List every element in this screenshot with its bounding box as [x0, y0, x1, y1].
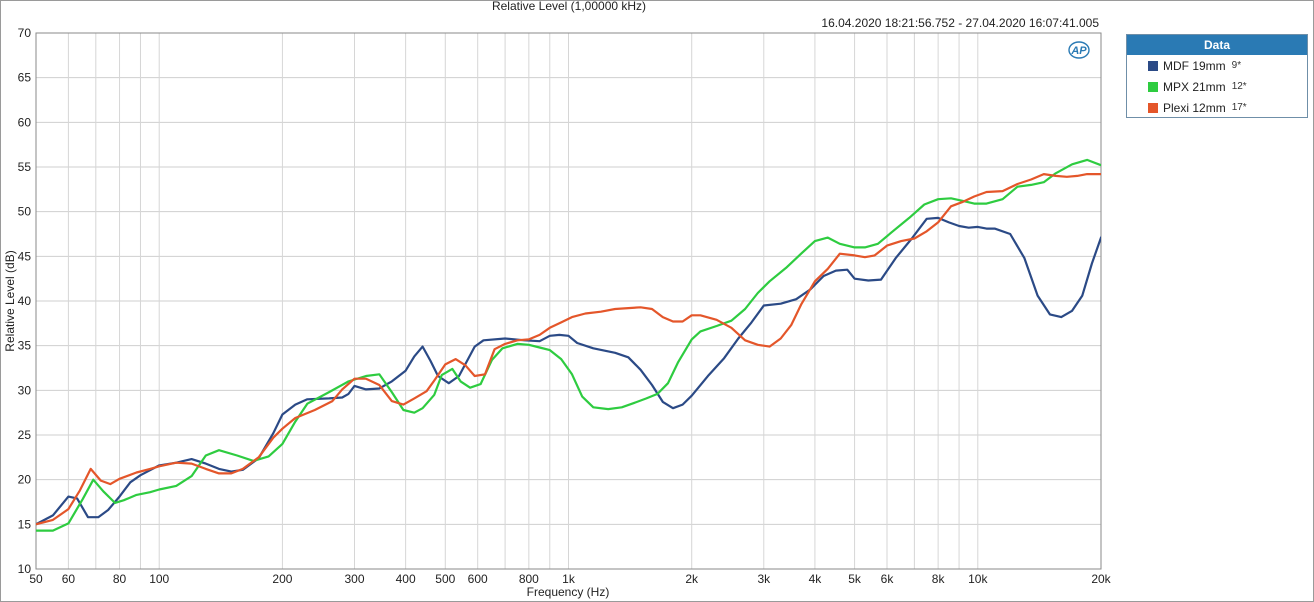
ap-logo-icon: AP	[1068, 41, 1090, 59]
x-tick-label: 1k	[562, 572, 576, 586]
y-tick-label: 50	[18, 205, 32, 219]
x-tick-label: 8k	[932, 572, 946, 586]
x-tick-label: 5k	[848, 572, 862, 586]
y-tick-label: 35	[18, 339, 32, 353]
svg-text:AP: AP	[1070, 45, 1087, 57]
x-tick-label: 500	[435, 572, 455, 586]
x-tick-label: 400	[396, 572, 416, 586]
chart-title: Relative Level (1,00000 kHz)	[492, 0, 646, 13]
y-tick-label: 30	[18, 383, 32, 397]
legend-title: Data	[1127, 35, 1307, 55]
y-tick-label: 40	[18, 294, 32, 308]
legend-label-mpx: MPX 21mm	[1163, 79, 1226, 94]
legend-item-mdf[interactable]: MDF 19mm 9*	[1127, 55, 1307, 76]
legend-suffix-plexi: 17*	[1231, 102, 1247, 113]
legend-label-plexi: Plexi 12mm	[1163, 100, 1226, 115]
series-line-1	[36, 216, 1101, 526]
grid	[35, 32, 1102, 570]
x-tick-label: 3k	[757, 572, 771, 586]
series-lines	[36, 158, 1101, 532]
x-tick-label: 4k	[809, 572, 823, 586]
y-tick-label: 10	[18, 562, 32, 576]
x-tick-label: 300	[344, 572, 364, 586]
x-tick-label: 60	[62, 572, 76, 586]
y-tick-labels: 10 15 20 25 30 35 40 45 50 55 60 65 70	[18, 26, 32, 576]
y-tick-label: 55	[18, 160, 32, 174]
legend-label-mdf: MDF 19mm	[1163, 58, 1226, 73]
legend-suffix-mpx: 12*	[1231, 81, 1247, 92]
x-tick-label: 6k	[881, 572, 895, 586]
x-tick-label: 2k	[685, 572, 699, 586]
x-tick-label: 80	[113, 572, 127, 586]
y-tick-label: 20	[18, 473, 32, 487]
x-axis-title: Frequency (Hz)	[527, 585, 610, 599]
x-tick-label: 600	[468, 572, 488, 586]
x-tick-label: 50	[29, 572, 43, 586]
y-tick-label: 45	[18, 249, 32, 263]
y-tick-label: 15	[18, 517, 32, 531]
y-tick-label: 70	[18, 26, 32, 40]
legend-item-mpx[interactable]: MPX 21mm 12*	[1127, 76, 1307, 97]
y-axis-title: Relative Level (dB)	[3, 250, 17, 351]
x-tick-label: 800	[519, 572, 539, 586]
legend-item-plexi[interactable]: Plexi 12mm 17*	[1127, 97, 1307, 118]
series-line-3	[36, 173, 1101, 526]
y-tick-label: 60	[18, 115, 32, 129]
x-tick-label: 100	[149, 572, 169, 586]
y-tick-label: 65	[18, 71, 32, 85]
legend-swatch-mpx	[1148, 81, 1158, 92]
legend-swatch-plexi	[1148, 102, 1158, 113]
series-line-2	[36, 158, 1101, 532]
timestamp-range: 16.04.2020 18:21:56.752 - 27.04.2020 16:…	[821, 16, 1099, 30]
legend-suffix-mdf: 9*	[1231, 60, 1242, 71]
x-tick-label: 200	[272, 572, 292, 586]
x-tick-label: 20k	[1091, 572, 1111, 586]
plot-border	[35, 32, 1102, 570]
legend: Data MDF 19mm 9* MPX 21mm 12* Plexi 12mm…	[1126, 34, 1308, 118]
legend-swatch-mdf	[1148, 60, 1158, 71]
x-tick-labels: 50 60 80 100 200 300 400 500 600 800 1k 2k 3k 4k 5k 6k 8…	[29, 572, 1111, 586]
x-tick-label: 10k	[968, 572, 988, 586]
y-tick-label: 25	[18, 428, 32, 442]
